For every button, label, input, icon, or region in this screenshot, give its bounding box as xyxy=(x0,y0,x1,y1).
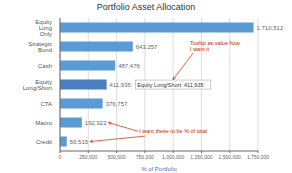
svg-text:1,250,000: 1,250,000 xyxy=(190,154,212,160)
svg-text:% of Portfolio: % of Portfolio xyxy=(141,166,177,172)
svg-text:376,757: 376,757 xyxy=(106,101,128,107)
svg-text:Credit: Credit xyxy=(36,139,52,145)
svg-text:EquityLongOnly: EquityLongOnly xyxy=(35,19,52,37)
svg-text:1,750,000: 1,750,000 xyxy=(247,154,269,160)
svg-text:Macro: Macro xyxy=(35,120,52,126)
svg-text:500,000: 500,000 xyxy=(108,154,126,160)
svg-text:411,935: 411,935 xyxy=(110,82,132,88)
svg-text:Cash: Cash xyxy=(38,63,52,69)
svg-text:192,922: 192,922 xyxy=(85,120,107,126)
svg-text:CTA: CTA xyxy=(40,101,52,107)
svg-text:250,000: 250,000 xyxy=(79,154,97,160)
svg-text:Tooltip as value howI want it: Tooltip as value howI want it xyxy=(190,40,240,52)
svg-text:0: 0 xyxy=(59,154,62,160)
svg-text:1,000,000: 1,000,000 xyxy=(162,154,184,160)
svg-text:I want these to be % of total: I want these to be % of total xyxy=(139,128,207,134)
svg-text:750,000: 750,000 xyxy=(136,154,154,160)
html-text:Portfolio Asset Allocation: Portfolio Asset Allocation xyxy=(96,2,196,12)
svg-text:643,257: 643,257 xyxy=(136,44,158,50)
svg-text:Equity Long/Short: 411,935: Equity Long/Short: 411,935 xyxy=(137,82,203,88)
svg-text:487,476: 487,476 xyxy=(118,63,140,69)
svg-text:59,515: 59,515 xyxy=(70,139,89,145)
svg-text:1,500,000: 1,500,000 xyxy=(219,154,241,160)
svg-text:1,710,512: 1,710,512 xyxy=(257,25,284,31)
svg-text:StrategicBond: StrategicBond xyxy=(28,41,52,53)
svg-text:EquityLong/Short: EquityLong/Short xyxy=(23,79,53,91)
